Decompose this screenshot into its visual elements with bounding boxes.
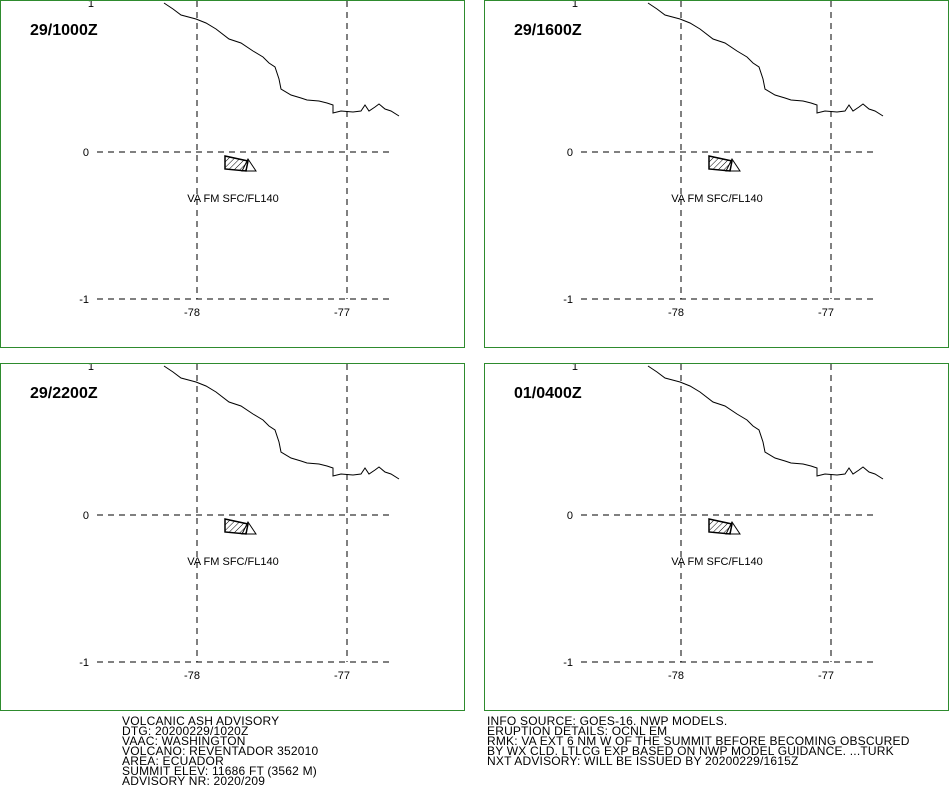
valid-time: 01/0400Z xyxy=(514,385,582,402)
lat-label: 1 xyxy=(88,1,94,10)
volcano xyxy=(241,158,257,172)
map: 1 0 -1 -78 -77 VA FM SFC/FL140 29/1600Z xyxy=(514,1,884,319)
coastline xyxy=(163,365,400,480)
coastline xyxy=(647,365,884,480)
volcano xyxy=(725,158,741,172)
lon-label: -78 xyxy=(668,307,684,319)
volcano xyxy=(241,521,257,535)
advisory-right: INFO SOURCE: GOES-16. NWP MODELS. ERUPTIO… xyxy=(487,714,910,768)
lat-label: -1 xyxy=(79,294,89,306)
map-panel: 1 0 -1 -78 -77 VA FM SFC/FL140 29/2200Z xyxy=(0,363,465,711)
lat-label: 0 xyxy=(567,147,573,159)
lat-label: 0 xyxy=(567,510,573,522)
coastline xyxy=(163,2,400,117)
ash-area xyxy=(708,155,733,172)
lon-label: -77 xyxy=(334,307,350,319)
lat-label: -1 xyxy=(79,657,89,669)
lon-label: -77 xyxy=(818,307,834,319)
lon-label: -78 xyxy=(668,670,684,682)
advisory-line: DTG: 20200229/1020Z xyxy=(122,724,249,738)
map: 1 0 -1 -78 -77 VA FM SFC/FL140 01/0400Z xyxy=(514,364,884,682)
area-label: VA FM SFC/FL140 xyxy=(671,193,763,205)
map-panel: 1 0 -1 -78 -77 VA FM SFC/FL140 29/1600Z xyxy=(484,0,949,348)
lon-label: -77 xyxy=(818,670,834,682)
coastline xyxy=(647,2,884,117)
advisory-line: INFO SOURCE: GOES-16. NWP MODELS. xyxy=(487,714,728,728)
lat-label: 1 xyxy=(572,1,578,10)
map-panel: 1 0 -1 -78 -77 VA FM SFC/FL140 01/0400Z xyxy=(484,363,949,711)
valid-time: 29/1600Z xyxy=(514,22,582,39)
advisory-line: AREA: ECUADOR xyxy=(122,754,224,768)
advisory-line: ERUPTION DETAILS: OCNL EM xyxy=(487,724,668,738)
lat-label: -1 xyxy=(563,657,573,669)
advisory-line: NXT ADVISORY: WILL BE ISSUED BY 20200229… xyxy=(487,754,799,768)
valid-time: 29/1000Z xyxy=(30,22,98,39)
valid-time: 29/2200Z xyxy=(30,385,98,402)
advisory-left: VOLCANIC ASH ADVISORY DTG: 20200229/1020Z… xyxy=(122,714,319,788)
advisory-line: ADVISORY NR: 2020/209 xyxy=(122,774,266,788)
advisory-line: RMK: VA EXT 6 NM W OF THE SUMMIT BEFORE … xyxy=(487,734,910,748)
advisory-line: VOLCANIC ASH ADVISORY xyxy=(122,714,280,728)
lon-label: -78 xyxy=(184,670,200,682)
area-label: VA FM SFC/FL140 xyxy=(187,193,279,205)
advisory-line: SUMMIT ELEV: 11686 FT (3562 M) xyxy=(122,764,317,778)
advisory-line: VOLCANO: REVENTADOR 352010 xyxy=(122,744,319,758)
map: 1 0 -1 -78 -77 VA FM SFC/FL140 29/2200Z xyxy=(30,364,400,682)
area-label: VA FM SFC/FL140 xyxy=(187,556,279,568)
ash-area xyxy=(708,518,733,535)
ash-area xyxy=(224,155,249,172)
volcano xyxy=(725,521,741,535)
lat-label: 1 xyxy=(572,364,578,373)
map: 1 0 -1 -78 -77 VA FM SFC/FL140 29/1000Z xyxy=(30,1,400,319)
lat-label: -1 xyxy=(563,294,573,306)
lat-label: 0 xyxy=(83,147,89,159)
advisory-line: VAAC: WASHINGTON xyxy=(122,734,246,748)
ash-area xyxy=(224,518,249,535)
lon-label: -77 xyxy=(334,670,350,682)
map-panel: 1 0 -1 -78 -77 VA FM SFC/FL140 29/1000Z xyxy=(0,0,465,348)
advisory-line: BY WX CLD. LTLCG EXP BASED ON NWP MODEL … xyxy=(487,744,894,758)
area-label: VA FM SFC/FL140 xyxy=(671,556,763,568)
lon-label: -78 xyxy=(184,307,200,319)
lat-label: 0 xyxy=(83,510,89,522)
lat-label: 1 xyxy=(88,364,94,373)
